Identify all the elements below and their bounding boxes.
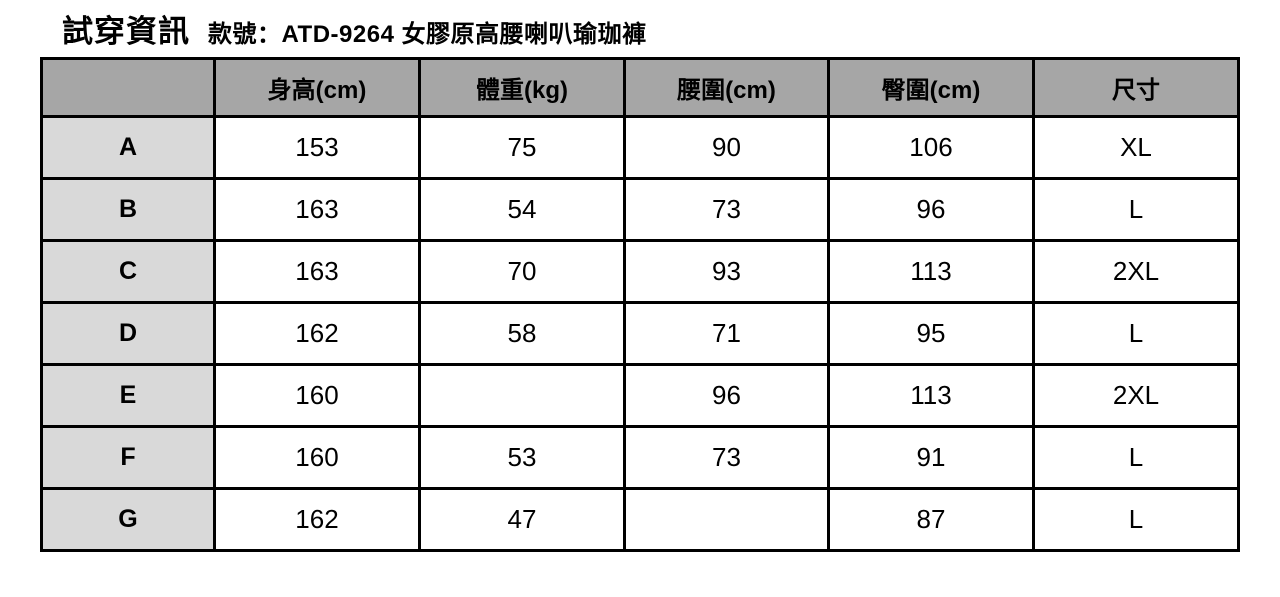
cell-size: 2XL <box>1032 239 1240 304</box>
row-label: G <box>40 487 216 552</box>
cell-hip: 113 <box>827 363 1035 428</box>
cell-size: L <box>1032 301 1240 366</box>
table-row: D 162 58 71 95 L <box>40 301 1240 366</box>
title-row: 試穿資訊 款號：ATD-9264 女膠原高腰喇叭瑜珈褲 <box>62 6 647 51</box>
column-header-weight: 體重(kg) <box>418 57 626 118</box>
row-label: E <box>40 363 216 428</box>
cell-hip: 91 <box>827 425 1035 490</box>
cell-waist: 96 <box>623 363 830 428</box>
cell-waist: 71 <box>623 301 830 366</box>
cell-waist: 73 <box>623 425 830 490</box>
corner-header-cell <box>40 57 216 118</box>
cell-size: XL <box>1032 115 1240 180</box>
cell-weight: 53 <box>418 425 626 490</box>
row-label: B <box>40 177 216 242</box>
column-header-size: 尺寸 <box>1032 57 1240 118</box>
cell-hip: 95 <box>827 301 1035 366</box>
cell-height: 160 <box>213 363 421 428</box>
column-header-height: 身高(cm) <box>213 57 421 118</box>
row-label: C <box>40 239 216 304</box>
table-row: F 160 53 73 91 L <box>40 425 1240 490</box>
cell-hip: 87 <box>827 487 1035 552</box>
page-title: 試穿資訊 <box>62 14 190 49</box>
cell-waist: 90 <box>623 115 830 180</box>
cell-size: 2XL <box>1032 363 1240 428</box>
row-label: A <box>40 115 216 180</box>
table-row: E 160 96 113 2XL <box>40 363 1240 428</box>
row-label: D <box>40 301 216 366</box>
table-header-row: 身高(cm) 體重(kg) 腰圍(cm) 臀圍(cm) 尺寸 <box>40 57 1240 118</box>
cell-height: 153 <box>213 115 421 180</box>
cell-height: 163 <box>213 239 421 304</box>
cell-size: L <box>1032 425 1240 490</box>
column-header-waist: 腰圍(cm) <box>623 57 830 118</box>
cell-hip: 106 <box>827 115 1035 180</box>
cell-size: L <box>1032 177 1240 242</box>
style-number-label: 款號：ATD-9264 女膠原高腰喇叭瑜珈褲 <box>208 21 647 48</box>
cell-height: 162 <box>213 301 421 366</box>
table-row: G 162 47 87 L <box>40 487 1240 552</box>
cell-weight: 54 <box>418 177 626 242</box>
cell-weight: 47 <box>418 487 626 552</box>
cell-weight: 75 <box>418 115 626 180</box>
cell-height: 160 <box>213 425 421 490</box>
cell-weight <box>418 363 626 428</box>
column-header-hip: 臀圍(cm) <box>827 57 1035 118</box>
row-label: F <box>40 425 216 490</box>
cell-waist: 73 <box>623 177 830 242</box>
size-table: 身高(cm) 體重(kg) 腰圍(cm) 臀圍(cm) 尺寸 A 153 75 … <box>40 57 1240 552</box>
cell-weight: 58 <box>418 301 626 366</box>
table-row: B 163 54 73 96 L <box>40 177 1240 242</box>
cell-weight: 70 <box>418 239 626 304</box>
cell-height: 162 <box>213 487 421 552</box>
cell-hip: 96 <box>827 177 1035 242</box>
cell-hip: 113 <box>827 239 1035 304</box>
cell-height: 163 <box>213 177 421 242</box>
cell-size: L <box>1032 487 1240 552</box>
cell-waist <box>623 487 830 552</box>
cell-waist: 93 <box>623 239 830 304</box>
table-row: C 163 70 93 113 2XL <box>40 239 1240 304</box>
table-row: A 153 75 90 106 XL <box>40 115 1240 180</box>
